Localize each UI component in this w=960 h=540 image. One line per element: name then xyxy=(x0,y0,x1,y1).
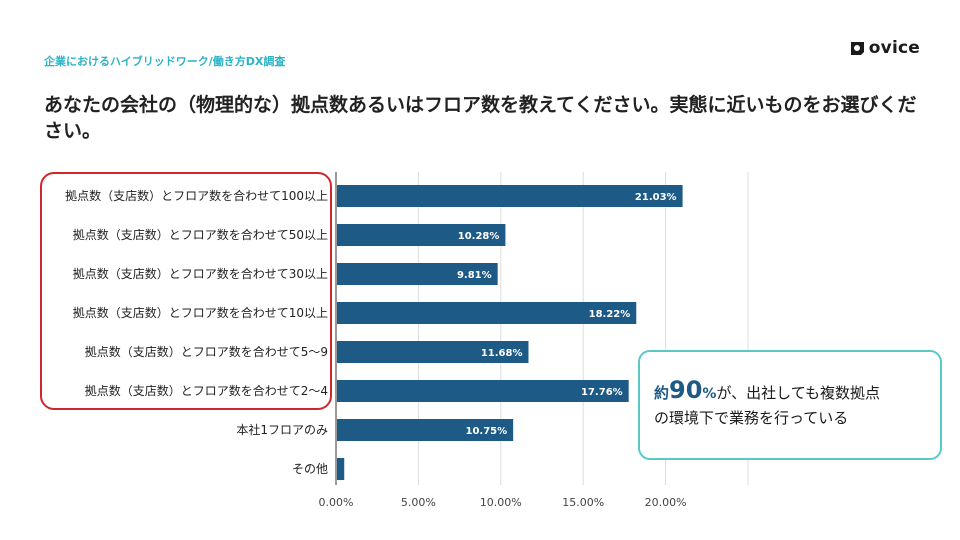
bar xyxy=(337,419,514,441)
data-label: 9.81% xyxy=(457,270,492,281)
category-label: その他 xyxy=(292,462,328,476)
bar xyxy=(337,185,683,207)
data-label: 18.22% xyxy=(589,309,631,320)
callout-prefix: 約 xyxy=(654,384,670,402)
bar xyxy=(337,458,345,480)
summary-callout: 約90%が、出社しても複数拠点 の環境下で業務を行っている xyxy=(638,350,942,460)
category-label: 拠点数（支店数）とフロア数を合わせて5〜9 xyxy=(85,344,328,359)
data-label: 10.28% xyxy=(458,231,500,242)
data-label: 11.68% xyxy=(481,348,523,359)
callout-line-1-rest: が、出社しても複数拠点 xyxy=(716,384,880,402)
survey-subtitle: 企業におけるハイブリッドワーク/働き方DX調査 xyxy=(44,55,286,68)
highlight-box xyxy=(40,172,332,410)
bar xyxy=(337,341,529,363)
callout-percent-sign: % xyxy=(702,386,717,402)
x-tick-label: 20.00% xyxy=(645,496,687,509)
x-tick-label: 5.00% xyxy=(401,496,436,509)
bar xyxy=(337,380,629,402)
category-label: 拠点数（支店数）とフロア数を合わせて10以上 xyxy=(73,305,328,320)
bar xyxy=(337,263,498,285)
category-label: 拠点数（支店数）とフロア数を合わせて100以上 xyxy=(65,188,328,203)
ovice-logo: ovice xyxy=(849,38,920,58)
logo-text: ovice xyxy=(868,38,920,58)
x-tick-label: 0.00% xyxy=(319,496,354,509)
data-label: 17.76% xyxy=(581,387,623,398)
category-label: 拠点数（支店数）とフロア数を合わせて30以上 xyxy=(73,266,328,281)
question-title: あなたの会社の（物理的な）拠点数あるいはフロア数を教えてください。実態に近いもの… xyxy=(44,94,917,142)
category-label: 拠点数（支店数）とフロア数を合わせて2〜4 xyxy=(85,383,328,398)
callout-percentage: 90% xyxy=(669,378,717,402)
callout-line-1: 約90%が、出社しても複数拠点 xyxy=(654,378,940,406)
callout-line-2: の環境下で業務を行っている xyxy=(654,409,849,427)
category-label: 本社1フロアのみ xyxy=(236,422,328,437)
category-label: 拠点数（支店数）とフロア数を合わせて50以上 xyxy=(73,227,328,242)
ovice-logo-icon xyxy=(850,41,864,55)
data-label: 21.03% xyxy=(635,192,677,203)
x-tick-label: 10.00% xyxy=(480,496,522,509)
x-tick-label: 15.00% xyxy=(562,496,604,509)
bar xyxy=(337,302,637,324)
data-label: 10.75% xyxy=(466,426,508,437)
callout-number: 90 xyxy=(669,376,703,404)
bar xyxy=(337,224,506,246)
